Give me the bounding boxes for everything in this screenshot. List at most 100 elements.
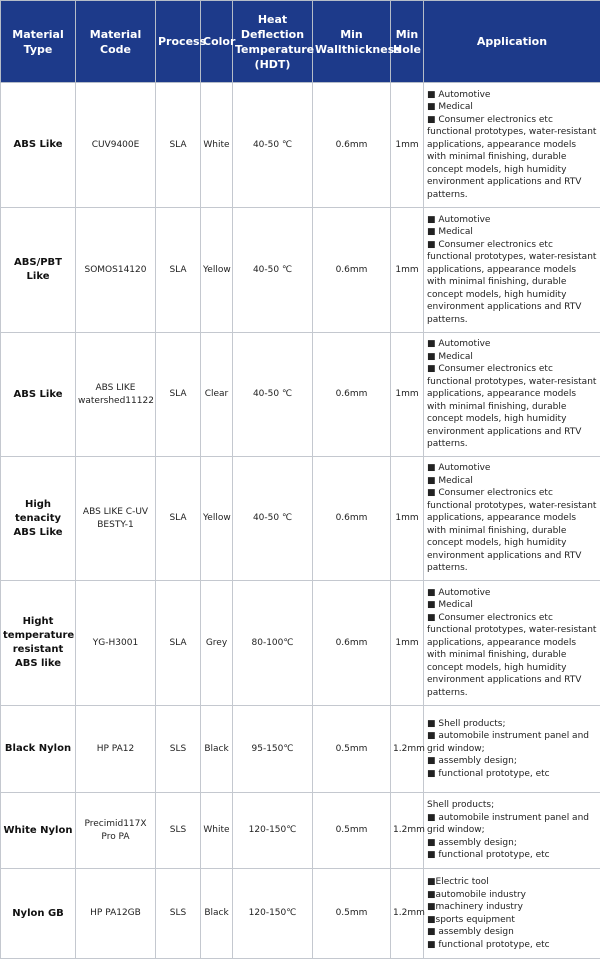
table-cell: HP PA12 [75, 705, 156, 793]
application-line: ■ assembly design [427, 927, 514, 937]
application-line: ■ Medical [427, 227, 473, 238]
application-line: ■ Automotive [427, 339, 491, 350]
table-cell: SLA [155, 332, 201, 457]
table-row: ABS Like CUV9400E SLA White 40-50 ℃ 0.6mm 1mm ■… [0, 82, 600, 208]
table-cell: 120-150℃ [232, 792, 313, 869]
application-line: functional prototypes, water-resistant a… [427, 252, 597, 325]
application-line: Shell products; [427, 800, 495, 811]
application-line: ■sports equipment [427, 914, 515, 925]
table-cell: Yellow [200, 456, 233, 581]
table-cell: Black [200, 868, 233, 959]
table-cell: SLS [155, 868, 201, 959]
table-cell: 1.2mm [390, 705, 425, 793]
application-line: functional prototypes, water-resistant a… [427, 376, 597, 450]
application-line: ■ Consumer electronics etc [427, 612, 553, 623]
application-line: ■ Consumer electronics etc [427, 114, 553, 125]
table-cell: 120-150℃ [232, 868, 313, 959]
table-row: High tenacity ABS Like ABS LIKE C-UV BEST… [0, 456, 600, 581]
application-line: ■ Automotive [427, 214, 491, 225]
application-line: ■automobile industry [427, 889, 527, 900]
table-cell: SLA [155, 82, 201, 208]
application-line: ■ Consumer electronics etc [427, 239, 553, 250]
table-cell: YG-H3001 [75, 580, 156, 706]
material-type: Black Nylon [0, 705, 76, 793]
table-cell: 80-100℃ [232, 580, 313, 706]
application-line: ■ automobile instrument panel and grid w… [427, 731, 589, 754]
application-cell: ■ Shell products; ■ automobile instrument… [423, 705, 600, 793]
table-cell: 0.6mm [312, 580, 391, 706]
table-cell: 1mm [390, 332, 424, 457]
table-cell: 0.5mm [312, 868, 391, 959]
table-cell: 1mm [390, 456, 424, 581]
application-line: functional prototypes, water-resistant a… [427, 127, 597, 200]
header-row: Material Type Material Code Process Color He… [0, 0, 600, 83]
table-cell: 1.2mm [390, 792, 425, 869]
table-cell: SLS [155, 705, 201, 793]
table-cell: 40-50 ℃ [232, 207, 313, 333]
application-line: ■ Automotive [427, 463, 491, 474]
application-cell: ■Electric tool ■automobile industry ■machi… [423, 868, 600, 959]
application-line: ■ Medical [427, 475, 473, 486]
material-type: Nylon GB [0, 868, 76, 959]
application-line: ■ functional prototype, etc [427, 768, 550, 779]
table-cell: 0.6mm [312, 82, 391, 208]
table-cell: White [200, 82, 233, 208]
table-cell: 1.2mm [390, 868, 425, 959]
application-line: ■machinery industry [427, 902, 523, 912]
header-cell: Material Type [0, 0, 76, 83]
application-line: ■ functional prototype, etc [427, 850, 550, 861]
application-line: functional prototypes, water-resistant a… [427, 625, 597, 698]
table-cell: Yellow [200, 207, 233, 333]
application-line: ■ Automotive [427, 587, 491, 598]
table-cell: SOMOS14120 [75, 207, 156, 333]
table-cell: CUV9400E [75, 82, 156, 208]
table-row: ABS/PBT Like SOMOS14120 SLA Yellow 40-50 ℃ 0.… [0, 207, 600, 333]
application-line: functional prototypes, water-resistant a… [427, 500, 597, 574]
table-cell: Clear [200, 332, 233, 457]
material-type: Hight temperature resistant ABS like [0, 580, 76, 706]
application-cell: ■ Automotive ■ Medical ■ Consumer electron… [423, 82, 600, 208]
application-line: ■ functional prototype, etc [427, 939, 550, 950]
material-type: ABS Like [0, 332, 76, 457]
material-type: ABS Like [0, 82, 76, 208]
table-cell: SLS [155, 792, 201, 869]
table-row: ABS Like ABS LIKE watershed11122 SLA Clear 4… [0, 332, 600, 457]
table-cell: 0.6mm [312, 207, 391, 333]
table-cell: SLA [155, 456, 201, 581]
table-header: Material Type Material Code Process Color He… [0, 0, 600, 83]
material-type: ABS/PBT Like [0, 207, 76, 333]
application-line: ■Electric tool [427, 877, 489, 887]
table-cell: 0.6mm [312, 456, 391, 581]
application-cell: ■ Automotive ■ Medical ■ Consumer electron… [423, 580, 600, 706]
table-cell: Precimid117X Pro PA [75, 792, 156, 869]
table-cell: White [200, 792, 233, 869]
table-cell: Black [200, 705, 233, 793]
table-cell: ABS LIKE watershed11122 [75, 332, 156, 457]
application-cell: ■ Automotive ■ Medical ■ Consumer electron… [423, 456, 600, 581]
application-line: ■ Medical [427, 600, 473, 611]
table-cell: HP PA12GB [75, 868, 156, 959]
header-cell: Min Wallthickness [312, 0, 401, 83]
application-line: ■ Shell products; [427, 718, 506, 729]
table-cell: 40-50 ℃ [232, 82, 313, 208]
table-cell: 1mm [390, 207, 424, 333]
application-line: ■ Consumer electronics etc [427, 364, 553, 375]
header-cell: Material Code [75, 0, 156, 83]
table-row: Hight temperature resistant ABS like YG-H… [0, 580, 600, 706]
table-row: Nylon GB HP PA12GB SLS Black 120-150℃ 0.5mm 1.… [0, 868, 600, 959]
header-cell: Min Hole [390, 0, 424, 83]
table-cell: ABS LIKE C-UV BESTY-1 [75, 456, 156, 581]
table-row: White Nylon Precimid117X Pro PA SLS White 12… [0, 792, 600, 869]
application-cell: Shell products; ■ automobile instrument p… [423, 792, 600, 869]
table-cell: SLA [155, 207, 201, 333]
table-cell: 95-150℃ [232, 705, 313, 793]
application-line: ■ Consumer electronics etc [427, 488, 553, 499]
table-cell: 1mm [390, 82, 424, 208]
header-cell: Color [200, 0, 235, 83]
application-line: ■ Automotive [427, 89, 491, 100]
header-cell: Heat Deflection Temperature (HDT) [232, 0, 314, 83]
application-line: ■ assembly design; [427, 756, 517, 767]
table-cell: 40-50 ℃ [232, 332, 313, 457]
